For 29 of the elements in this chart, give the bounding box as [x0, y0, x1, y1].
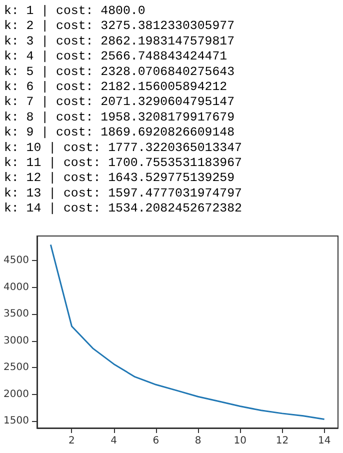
text: k: 5 | cost: 2328.0706840275643 — [4, 64, 235, 79]
text: k: 4 | cost: 2566.748843424471 — [4, 50, 228, 64]
text: k: 1 | cost: 4800.0 — [4, 4, 146, 18]
x-tick-label: 14 — [318, 436, 331, 446]
y-tick-label: 1500 — [4, 416, 29, 427]
text: k: 10 | cost: 1777.3220365013347 — [4, 140, 242, 155]
x-tick-label: 8 — [194, 436, 202, 446]
y-tick-label: 3500 — [4, 308, 29, 320]
x-tick-label: 10 — [234, 436, 246, 446]
text: k: 12 | cost: 1643.529775139259 — [4, 171, 235, 186]
y-tick-label: 4500 — [4, 255, 29, 266]
y-tick-label: 2500 — [4, 362, 29, 374]
text: k: 6 | cost: 2182.156005894212 — [4, 80, 228, 94]
text: k: 7 | cost: 2071.3290604795147 — [4, 95, 235, 110]
y-tick-label: 2000 — [4, 388, 29, 400]
text: k: 2 | cost: 3275.3812330305977 — [4, 19, 235, 34]
x-tick-label: 4 — [110, 436, 118, 446]
x-tick-label: 2 — [68, 436, 75, 446]
text: k: 9 | cost: 1869.6920826609148 — [4, 126, 235, 140]
text: k: 14 | cost: 1534.2082452672382 — [4, 202, 242, 216]
text: k: 13 | cost: 1597.4777031974797 — [4, 186, 242, 200]
y-tick-label: 4000 — [4, 282, 29, 293]
text: k: 8 | cost: 1958.3208179917679 — [4, 110, 235, 124]
x-tick-label: 12 — [276, 436, 289, 446]
line-series — [50, 244, 326, 420]
x-tick-label: 6 — [152, 436, 160, 446]
text: k: 3 | cost: 2862.1983147579817 — [4, 34, 235, 48]
text: k: 11 | cost: 1700.7553531183967 — [4, 156, 242, 170]
y-tick-label: 3000 — [4, 335, 29, 346]
